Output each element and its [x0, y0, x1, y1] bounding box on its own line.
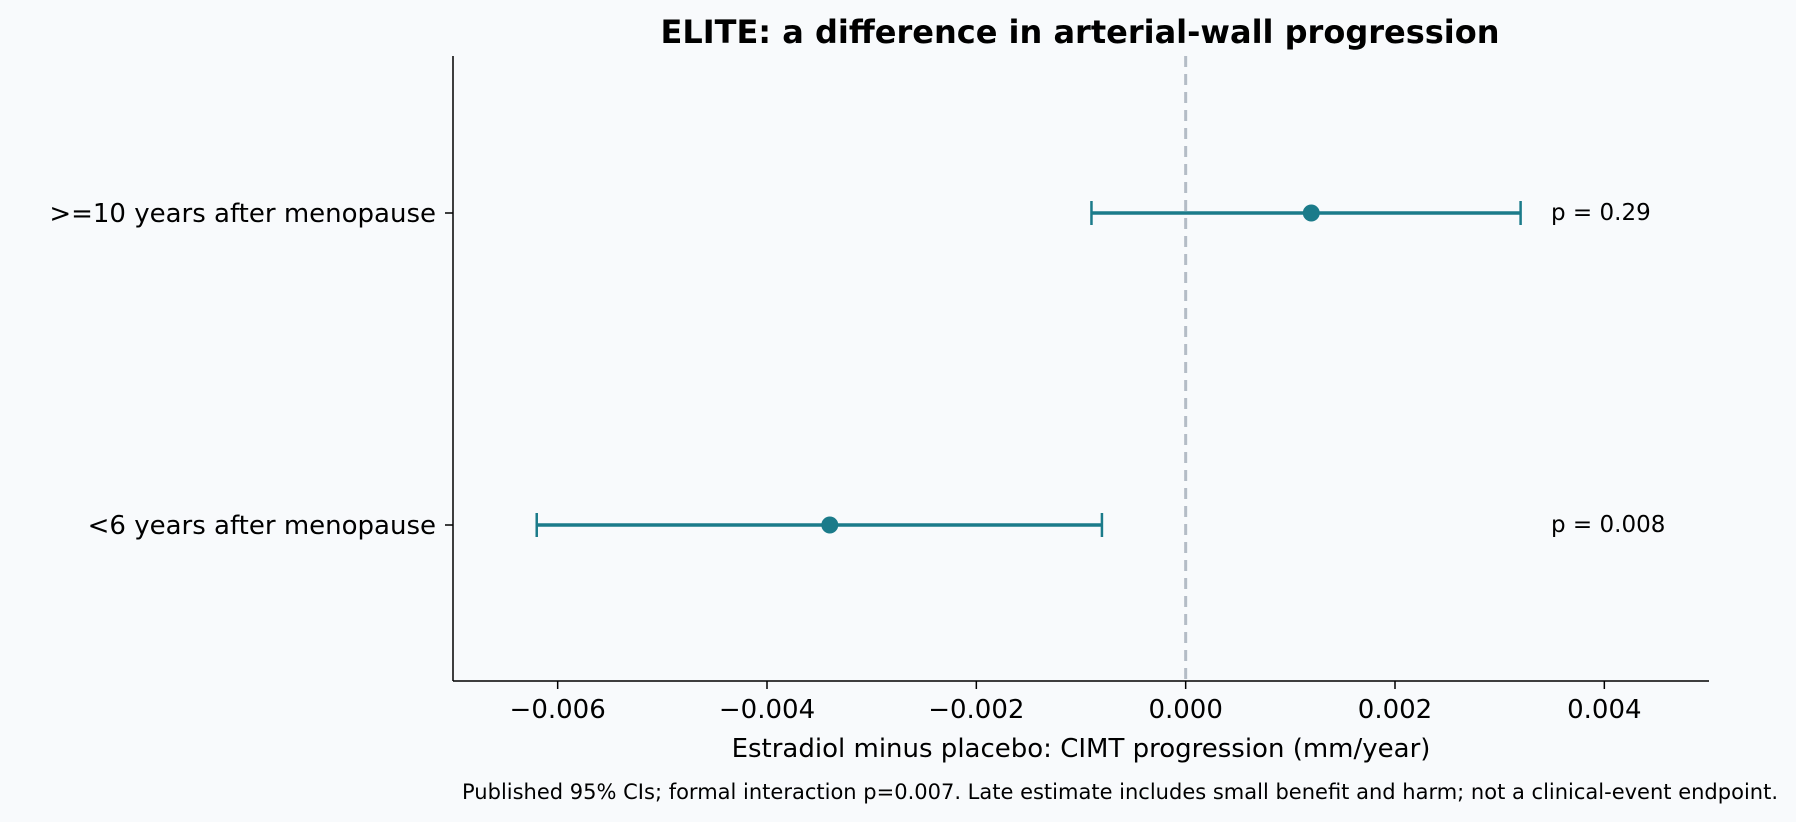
- x-tick-label: 0.004: [1567, 695, 1641, 725]
- x-tick-label: 0.000: [1148, 695, 1222, 725]
- data-marks: p = 0.29 p = 0.008: [535, 200, 1665, 538]
- point-estimate: [1302, 204, 1320, 222]
- chart-title: ELITE: a difference in arterial-wall pro…: [660, 13, 1499, 51]
- x-tick-label: −0.002: [928, 695, 1024, 725]
- point-estimate: [821, 516, 839, 534]
- row-label: >=10 years after menopause: [49, 199, 436, 229]
- x-tick-label: 0.002: [1358, 695, 1432, 725]
- p-value-annotation: p = 0.29: [1551, 200, 1651, 226]
- row-label: <6 years after menopause: [88, 511, 436, 541]
- x-tick-label: −0.004: [719, 695, 815, 725]
- footnote: Published 95% CIs; formal interaction p=…: [462, 780, 1778, 804]
- x-axis-label: Estradiol minus placebo: CIMT progressio…: [732, 734, 1431, 764]
- p-value-annotation: p = 0.008: [1551, 512, 1665, 538]
- x-tick-label: −0.006: [510, 695, 606, 725]
- x-axis-ticks: −0.006 −0.004 −0.002 0.000 0.002 0.004: [510, 681, 1642, 725]
- y-axis-labels: >=10 years after menopause <6 years after…: [49, 199, 453, 541]
